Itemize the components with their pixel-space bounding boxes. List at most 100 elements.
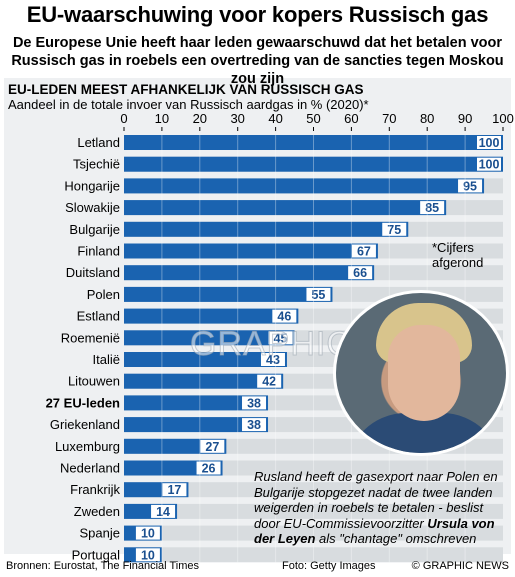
value-label-box [135,548,160,562]
value-label-box [151,504,176,518]
copyright: © GRAPHIC NEWS [411,560,509,572]
photo-credit: Foto: Getty Images [282,560,376,572]
caption-text: Rusland heeft de gasexport naar Polen en… [254,469,498,531]
value-label-box [196,461,221,475]
subtitle-line-1: De Europese Unie heeft haar leden gewaar… [12,35,503,51]
value-label: 38 [247,396,261,410]
value-label-box [135,526,160,540]
value-label: 46 [277,310,291,324]
value-label: 38 [247,418,261,432]
bar [124,330,295,346]
value-label: 17 [167,483,181,497]
bar-track [124,482,503,498]
sources: Bronnen: Eurostat, The Financial Times [6,560,200,572]
bar-track [124,525,503,541]
category-label: Litouwen [68,374,120,389]
value-label: 100 [479,136,500,150]
x-tick-label: 100 [492,111,514,126]
value-label: 26 [202,462,216,476]
value-label-box [477,136,501,149]
bar [124,221,409,237]
value-label-box [257,374,282,388]
photo-caption: Rusland heeft de gasexport naar Polen en… [254,469,510,547]
bar [124,243,378,259]
bar [124,286,333,302]
value-label: 55 [311,288,325,302]
rounding-note: *Cijfers afgerond [432,240,484,270]
subtitle-line-2: Russisch gas in roebels een overtreding … [11,53,504,87]
bar [124,156,503,172]
value-label-box [200,439,225,453]
value-label-box [351,244,376,258]
value-label-box [306,287,331,301]
value-label-box [348,266,373,280]
bar-track [124,503,503,519]
bar [124,417,269,433]
section-heading: EU-LEDEN MEEST AFHANKELIJK VAN RUSSISCH … [8,82,364,97]
category-label: Luxemburg [55,439,120,454]
x-tick-label: 30 [230,111,244,126]
portrait-photo [333,290,509,456]
category-label: Nederland [60,461,120,476]
x-tick-label: 60 [344,111,358,126]
category-label: 27 EU-leden [46,395,120,410]
category-label: Spanje [80,526,120,541]
value-label-box [477,157,501,171]
bar [124,352,287,367]
x-tick-label: 70 [382,111,396,126]
bar [124,200,447,216]
category-label: Polen [87,287,120,302]
value-label: 10 [141,527,155,541]
bar [124,395,269,411]
category-label: Portugal [72,547,121,562]
category-label: Italië [93,352,120,367]
category-label: Letland [77,135,120,150]
x-tick-label: 80 [420,111,434,126]
value-label: 100 [479,158,500,172]
value-label-box [420,201,445,215]
value-label-box [268,331,293,345]
portrait-face [388,325,460,421]
category-label: Hongarije [64,178,120,193]
value-label: 66 [353,266,367,280]
category-label: Finland [77,244,120,259]
value-label: 27 [205,440,219,454]
value-label: 10 [141,548,155,562]
value-label: 85 [425,201,439,215]
value-label: 42 [262,375,276,389]
category-label: Slowakije [65,200,120,215]
bar [124,265,375,281]
value-label-box [458,179,483,193]
bar [124,135,503,150]
x-tick-label: 90 [458,111,472,126]
caption-name: Ursula von der Leyen [254,515,495,547]
bar [124,178,485,194]
value-label: 45 [274,331,288,345]
x-tick-label: 20 [193,111,207,126]
value-label-box [382,222,407,236]
x-tick-label: 0 [120,111,127,126]
value-label-box [260,353,285,366]
value-label: 14 [156,505,170,519]
axis-caption: Aandeel in de totale invoer van Russisch… [8,97,369,112]
bar [124,373,284,389]
value-label-box [242,418,267,432]
caption-tail: als "chantage" omschreven [315,531,477,546]
x-tick-label: 50 [306,111,320,126]
bar [124,308,299,324]
value-label-box [242,396,267,410]
x-tick-label: 10 [155,111,169,126]
value-label: 43 [266,353,280,367]
value-label: 95 [463,179,477,193]
page-title: EU-waarschuwing voor kopers Russisch gas [26,2,489,27]
value-label-box [162,483,187,497]
category-label: Frankrijk [70,482,120,497]
category-label: Tsjechië [73,157,120,172]
bar-track [124,547,503,563]
category-label: Griekenland [50,417,120,432]
category-label: Duitsland [66,265,120,280]
category-label: Roemenië [61,330,120,345]
category-label: Bulgarije [69,222,120,237]
value-label: 75 [387,223,401,237]
